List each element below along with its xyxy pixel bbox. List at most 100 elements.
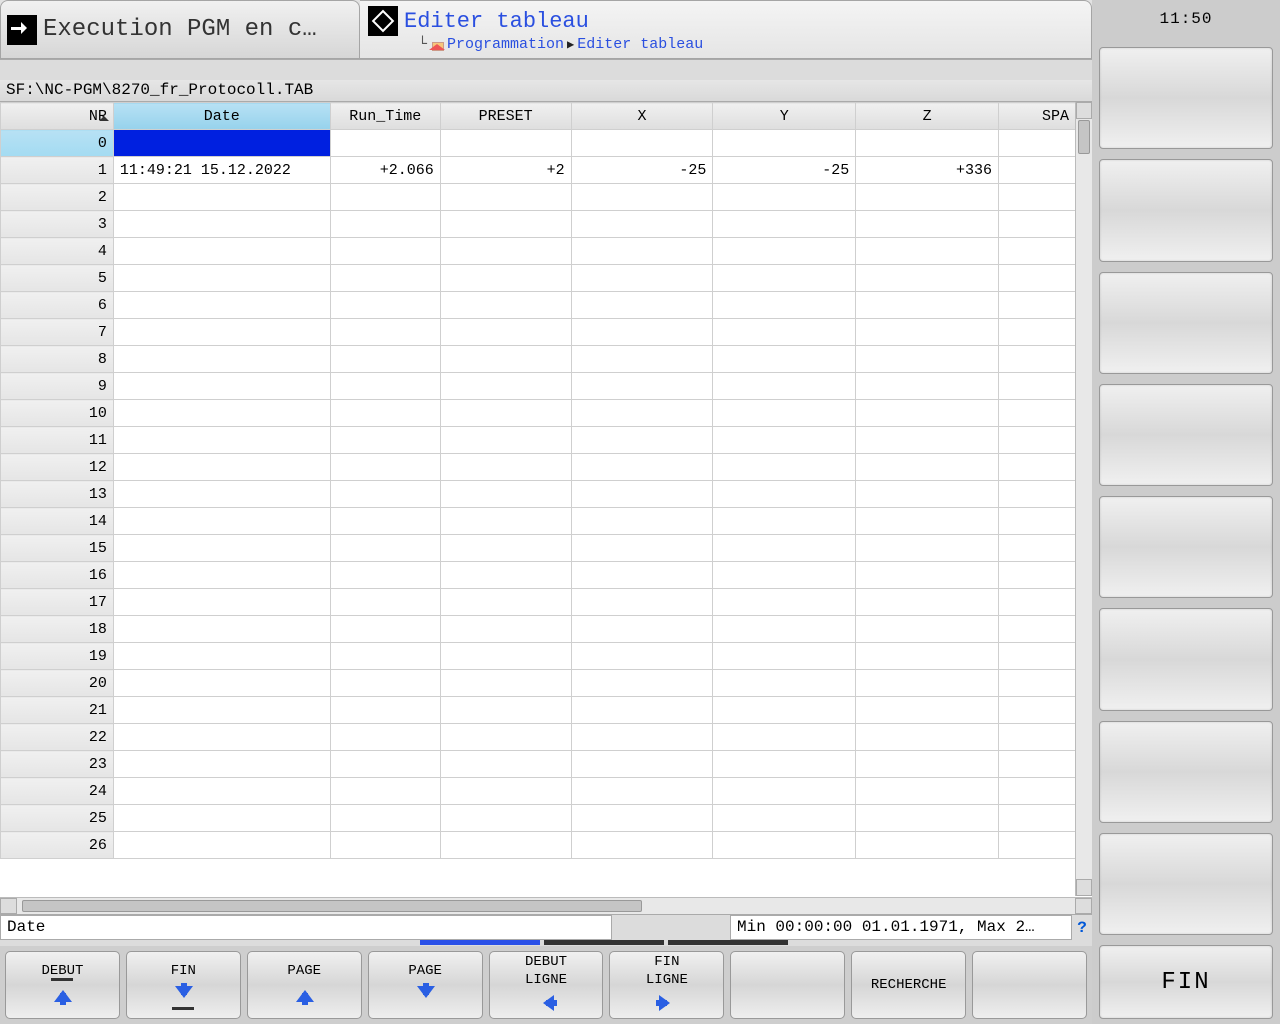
cell[interactable]	[713, 724, 856, 751]
scroll-down-icon[interactable]	[1076, 879, 1092, 896]
cell[interactable]	[440, 589, 571, 616]
cell[interactable]	[713, 778, 856, 805]
cell[interactable]	[856, 562, 999, 589]
softkey-page-down[interactable]: PAGE	[368, 951, 483, 1019]
cell[interactable]	[571, 238, 713, 265]
table-row[interactable]: 16	[1, 562, 1076, 589]
cell[interactable]	[713, 373, 856, 400]
data-table[interactable]: NR Date Run_Time PRESET X Y Z SPA 0	[0, 102, 1076, 859]
cell[interactable]	[440, 724, 571, 751]
cell[interactable]	[330, 265, 440, 292]
cell[interactable]	[713, 346, 856, 373]
cell[interactable]	[330, 373, 440, 400]
cell[interactable]	[571, 832, 713, 859]
cell[interactable]	[440, 454, 571, 481]
cell[interactable]	[330, 697, 440, 724]
cell[interactable]	[113, 616, 330, 643]
cell[interactable]	[999, 778, 1076, 805]
cell[interactable]	[440, 427, 571, 454]
table-row[interactable]: 1 11:49:21 15.12.2022 +2.066 +2 -25 -25 …	[1, 157, 1076, 184]
col-runtime[interactable]: Run_Time	[330, 103, 440, 130]
cell[interactable]	[330, 319, 440, 346]
cell[interactable]	[571, 130, 713, 157]
cell[interactable]	[113, 724, 330, 751]
scroll-right-icon[interactable]	[1075, 898, 1092, 914]
cell[interactable]	[113, 832, 330, 859]
col-x[interactable]: X	[571, 103, 713, 130]
softkey-debut[interactable]: DEBUT	[5, 951, 120, 1019]
table-row[interactable]: 23	[1, 751, 1076, 778]
cell[interactable]	[113, 562, 330, 589]
cell[interactable]	[440, 346, 571, 373]
cell[interactable]	[440, 643, 571, 670]
cell[interactable]	[999, 373, 1076, 400]
cell[interactable]	[440, 265, 571, 292]
cell[interactable]	[330, 454, 440, 481]
scroll-thumb[interactable]	[1078, 120, 1090, 154]
cell[interactable]	[713, 211, 856, 238]
cell[interactable]	[856, 697, 999, 724]
side-button-fin[interactable]: FIN	[1099, 945, 1273, 1019]
cell[interactable]	[571, 508, 713, 535]
cell[interactable]	[713, 643, 856, 670]
cell[interactable]	[999, 805, 1076, 832]
cell[interactable]	[999, 346, 1076, 373]
table-row[interactable]: 21	[1, 697, 1076, 724]
cell[interactable]	[330, 130, 440, 157]
cell[interactable]: +2	[440, 157, 571, 184]
cell[interactable]	[571, 373, 713, 400]
cell[interactable]	[440, 535, 571, 562]
cell[interactable]	[999, 697, 1076, 724]
page-indicator[interactable]	[544, 940, 664, 945]
cell[interactable]	[330, 238, 440, 265]
cell[interactable]: +336	[856, 157, 999, 184]
cell[interactable]	[571, 184, 713, 211]
cell[interactable]	[440, 805, 571, 832]
cell[interactable]	[999, 157, 1076, 184]
breadcrumb-editer-tableau[interactable]: Editer tableau	[577, 36, 703, 53]
cell[interactable]	[113, 346, 330, 373]
cell[interactable]	[571, 778, 713, 805]
help-icon[interactable]: ?	[1072, 915, 1092, 940]
cell[interactable]	[856, 508, 999, 535]
vertical-scrollbar[interactable]	[1075, 102, 1092, 896]
cell[interactable]: 11:49:21 15.12.2022	[113, 157, 330, 184]
cell[interactable]	[999, 832, 1076, 859]
cell[interactable]	[330, 724, 440, 751]
table-row[interactable]: 3	[1, 211, 1076, 238]
cell[interactable]	[856, 589, 999, 616]
cell[interactable]	[571, 265, 713, 292]
cell[interactable]	[440, 292, 571, 319]
cell[interactable]	[856, 751, 999, 778]
cell[interactable]	[571, 724, 713, 751]
cell[interactable]	[330, 481, 440, 508]
col-y[interactable]: Y	[713, 103, 856, 130]
cell[interactable]	[713, 400, 856, 427]
cell[interactable]	[440, 751, 571, 778]
cell[interactable]	[856, 346, 999, 373]
cell[interactable]: -25	[571, 157, 713, 184]
cell[interactable]	[571, 211, 713, 238]
cell[interactable]	[856, 724, 999, 751]
side-button[interactable]	[1099, 384, 1273, 486]
softkey-fin-ligne[interactable]: FIN LIGNE	[609, 951, 724, 1019]
cell[interactable]	[113, 265, 330, 292]
table-row[interactable]: 14	[1, 508, 1076, 535]
cell[interactable]	[571, 346, 713, 373]
cell[interactable]	[440, 562, 571, 589]
table-row[interactable]: 22	[1, 724, 1076, 751]
side-button[interactable]	[1099, 159, 1273, 261]
cell[interactable]	[571, 643, 713, 670]
cell[interactable]	[999, 292, 1076, 319]
cell[interactable]	[440, 238, 571, 265]
horizontal-scrollbar[interactable]	[0, 897, 1092, 914]
cell[interactable]	[856, 805, 999, 832]
cell[interactable]	[571, 481, 713, 508]
cell[interactable]	[330, 643, 440, 670]
cell[interactable]	[713, 697, 856, 724]
cell[interactable]	[440, 832, 571, 859]
cell[interactable]	[330, 508, 440, 535]
cell[interactable]	[113, 319, 330, 346]
table-row[interactable]: 20	[1, 670, 1076, 697]
cell[interactable]	[330, 616, 440, 643]
